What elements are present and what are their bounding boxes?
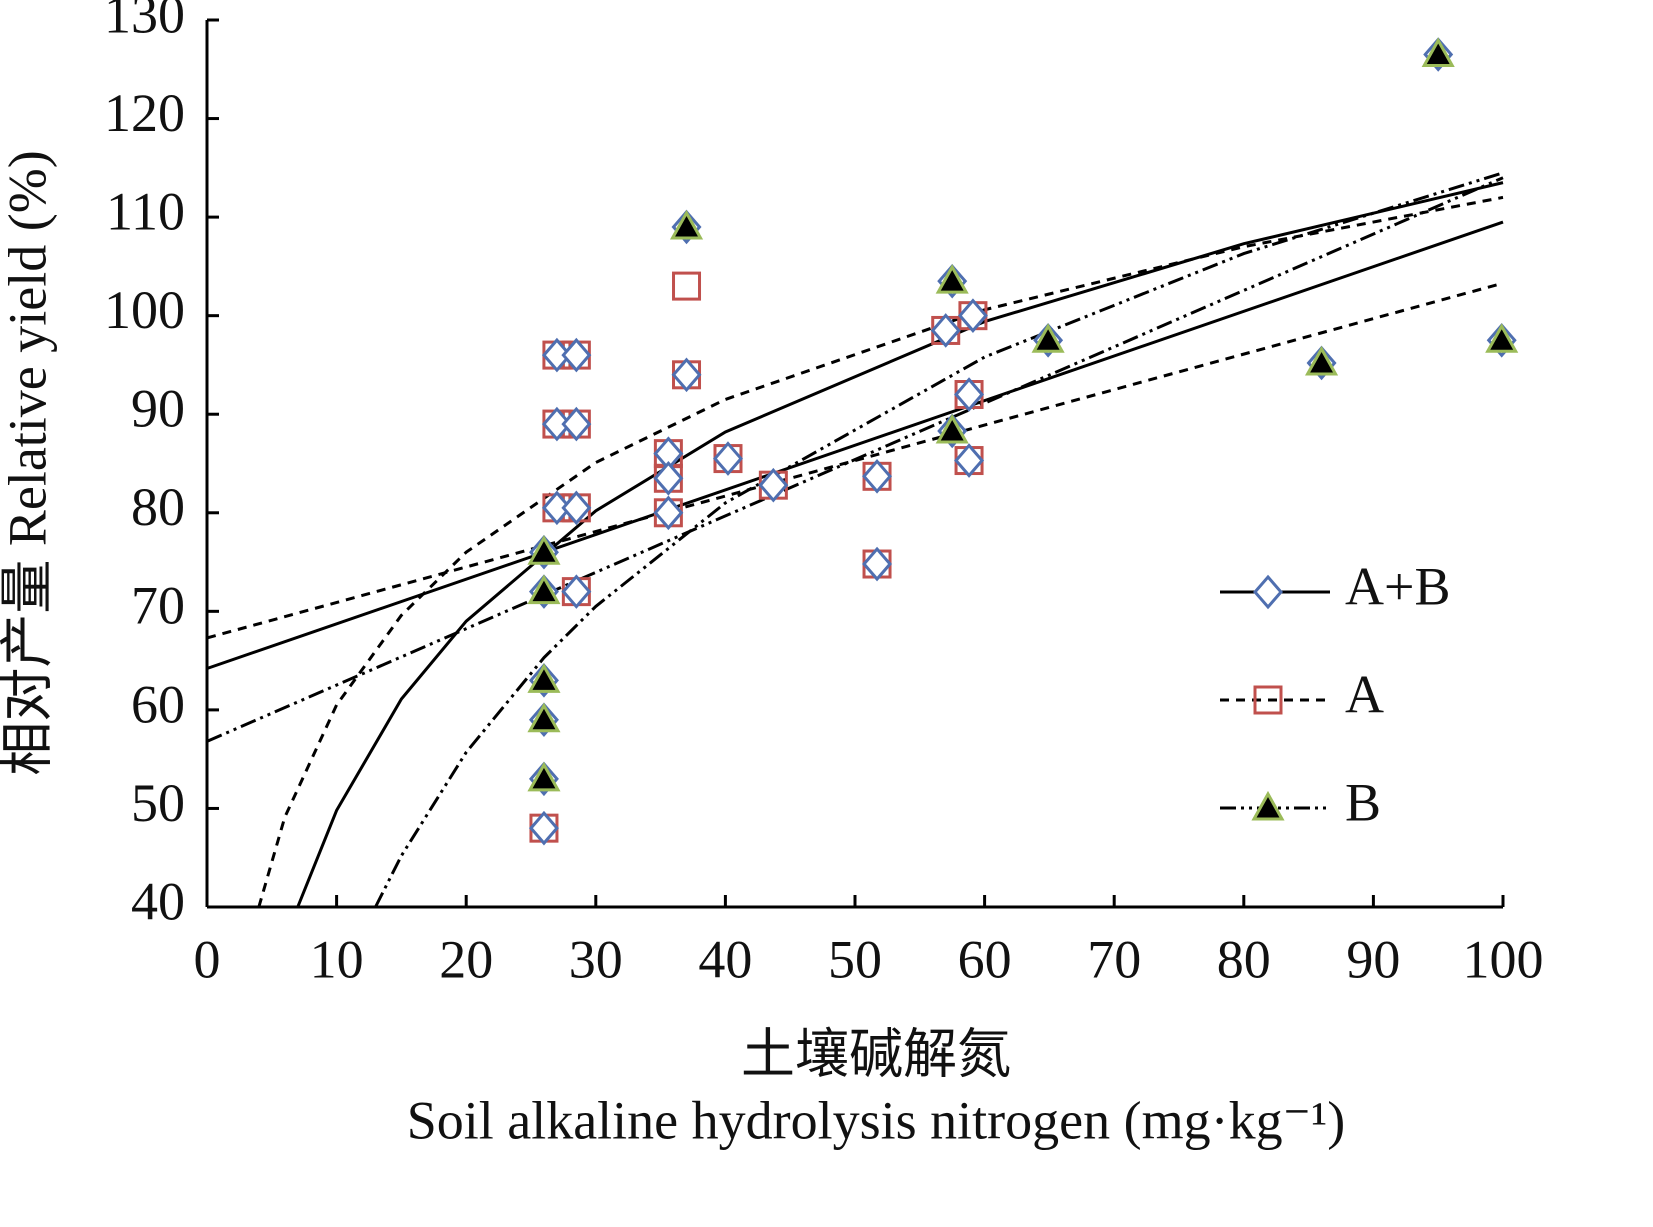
y-axis-label: 相对产量 Relative yield (%): [0, 150, 57, 775]
x-tick-label: 50: [828, 929, 882, 989]
point: [935, 264, 969, 294]
point: [527, 761, 561, 792]
x-tick-label: 80: [1217, 929, 1271, 989]
point: [541, 406, 572, 442]
point: [862, 459, 893, 494]
point: [527, 574, 561, 605]
legend-label: A: [1345, 664, 1384, 724]
point: [1305, 345, 1339, 376]
y-tick-label: 70: [131, 576, 185, 636]
x-tick-label: 10: [310, 929, 364, 989]
legend-label: A+B: [1345, 556, 1450, 616]
point: [561, 490, 592, 526]
y-tick-label: 110: [106, 182, 185, 242]
x-tick-label: 90: [1346, 929, 1400, 989]
point: [528, 810, 559, 846]
fit-line: [206, 220, 1504, 670]
point: [954, 377, 985, 412]
point: [541, 490, 572, 526]
point: [653, 495, 684, 531]
point: [672, 271, 702, 301]
y-tick-label: 130: [104, 0, 185, 44]
point: [1031, 323, 1065, 353]
y-tick-label: 80: [131, 477, 185, 537]
point: [561, 337, 592, 373]
y-tick-label: 90: [131, 379, 185, 439]
y-tick-label: 120: [104, 83, 185, 143]
point: [935, 413, 969, 444]
y-tick-label: 40: [131, 871, 185, 931]
legend-marker: [1251, 790, 1285, 821]
fit-line: [206, 176, 1504, 743]
point: [527, 535, 561, 565]
point: [930, 313, 961, 348]
x-axis-label: 土壤碱解氮: [741, 1024, 1011, 1084]
fit-line: [296, 181, 1504, 908]
point: [1485, 323, 1519, 353]
point: [527, 663, 561, 693]
fit-line: [374, 171, 1504, 908]
point: [541, 337, 572, 373]
x-axis-label-en: Soil alkaline hydrolysis nitrogen (mg·kg…: [407, 1090, 1346, 1150]
x-tick-label: 60: [958, 929, 1012, 989]
x-tick-label: 0: [194, 929, 221, 989]
point: [957, 298, 988, 333]
x-tick-label: 20: [439, 929, 493, 989]
x-tick-label: 100: [1463, 929, 1544, 989]
point: [671, 357, 702, 393]
x-tick-label: 30: [569, 929, 623, 989]
x-tick-label: 70: [1087, 929, 1141, 989]
y-tick-label: 60: [131, 674, 185, 734]
y-tick-label: 50: [131, 773, 185, 833]
point: [561, 574, 592, 609]
x-tick-label: 40: [698, 929, 752, 989]
fit-line: [257, 195, 1504, 908]
point: [862, 546, 893, 582]
point: [527, 702, 561, 733]
point: [561, 406, 592, 442]
y-tick-label: 100: [104, 280, 185, 340]
legend-marker: [1253, 574, 1283, 610]
point: [669, 209, 704, 240]
point: [758, 467, 789, 503]
legend-label: B: [1345, 772, 1381, 832]
point: [653, 460, 684, 496]
point: [713, 441, 743, 476]
point: [954, 443, 985, 478]
point: [1421, 37, 1455, 67]
legend-marker: [1253, 685, 1283, 715]
